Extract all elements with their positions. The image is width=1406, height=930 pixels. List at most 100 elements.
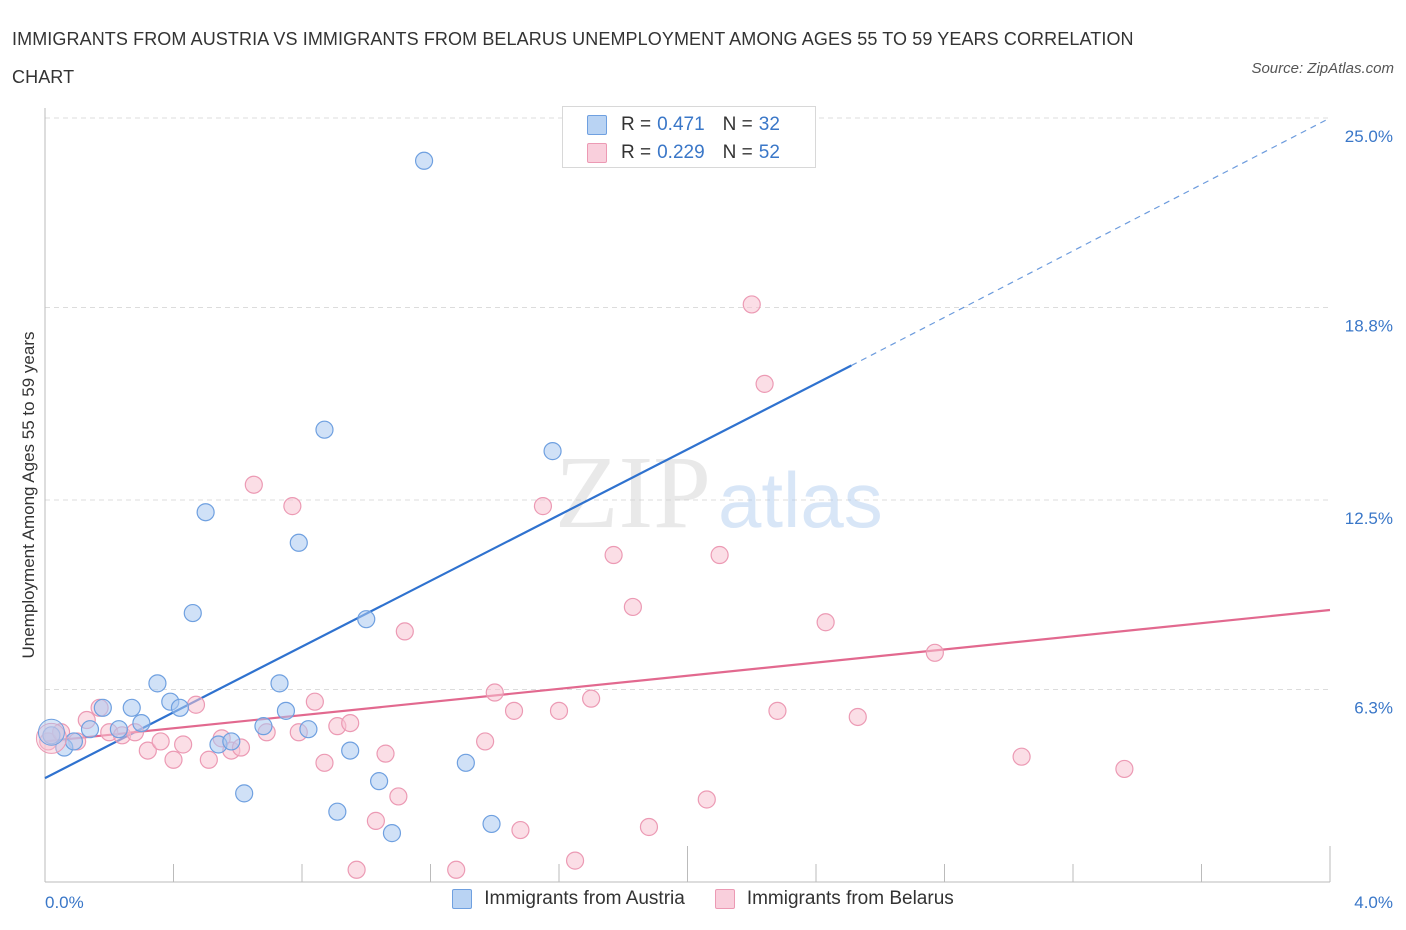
- belarus-point: [164, 750, 183, 769]
- austria-point: [42, 726, 61, 745]
- belarus-point: [476, 732, 495, 751]
- belarus-point: [816, 613, 835, 632]
- austria-point: [382, 824, 402, 843]
- axes: [44, 108, 1331, 883]
- belarus-point: [283, 497, 302, 516]
- belarus-point: [697, 790, 716, 809]
- austria-point: [170, 698, 190, 717]
- austria-point: [109, 720, 128, 739]
- belarus-point: [604, 545, 623, 565]
- belarus-point: [1115, 759, 1134, 779]
- belarus-point: [366, 811, 385, 830]
- belarus-point: [565, 851, 585, 870]
- y-tick-label: 12.5%: [1345, 509, 1393, 528]
- austria-r-label: R =: [621, 114, 652, 135]
- austria-legend-swatch: [452, 889, 473, 909]
- austria-point: [37, 718, 65, 746]
- belarus-point: [151, 732, 170, 751]
- belarus-point: [35, 722, 67, 754]
- watermark-zip: ZIP: [555, 435, 711, 550]
- austria-point: [482, 814, 501, 834]
- belarus-point: [315, 753, 334, 772]
- belarus-legend-label: Immigrants from Belarus: [746, 888, 954, 909]
- austria-point: [254, 717, 273, 736]
- austria-r-value: 0.471: [657, 114, 705, 135]
- belarus-point: [755, 374, 774, 393]
- belarus-point: [582, 689, 601, 708]
- series-legend: Immigrants from Austria Immigrants from …: [0, 888, 1406, 910]
- belarus-point: [389, 787, 408, 806]
- watermark-atlas: atlas: [718, 456, 883, 544]
- legend-item-belarus: Immigrants from Belarus: [714, 888, 954, 910]
- austria-n-value: 32: [758, 114, 780, 135]
- austria-point: [80, 720, 100, 739]
- belarus-point: [710, 545, 729, 565]
- stats-legend: R = 0.471 N = 32 R = 0.229 N = 52: [562, 106, 816, 168]
- x-tick-label: 0.0%: [45, 893, 84, 912]
- x-tick-label: 4.0%: [1354, 893, 1393, 912]
- austria-point: [341, 741, 360, 760]
- grid-lines: [45, 117, 1330, 690]
- belarus-point: [533, 497, 553, 516]
- y-tick-label: 18.8%: [1345, 316, 1393, 335]
- austria-point: [357, 610, 376, 629]
- belarus-swatch: [587, 143, 607, 163]
- legend-item-austria: Immigrants from Austria: [452, 888, 685, 910]
- y-axis-title: Unemployment Among Ages 55 to 59 years: [19, 332, 38, 659]
- austria-point: [132, 713, 151, 733]
- legend-row-austria: R = 0.471 N = 32: [587, 113, 780, 137]
- austria-point: [183, 603, 202, 623]
- y-tick-label: 25.0%: [1345, 127, 1393, 146]
- austria-n-label: N =: [722, 114, 753, 135]
- austria-point: [222, 732, 241, 751]
- austria-point: [289, 533, 308, 552]
- austria-point: [148, 674, 167, 693]
- austria-point: [414, 151, 434, 170]
- austria-point: [543, 442, 562, 461]
- austria-point: [370, 772, 389, 791]
- austria-point: [122, 698, 141, 717]
- austria-point: [315, 420, 334, 439]
- belarus-n-label: N =: [722, 142, 753, 163]
- belarus-point: [347, 860, 366, 879]
- belarus-point: [395, 622, 414, 641]
- belarus-point: [485, 683, 504, 702]
- belarus-point: [341, 713, 360, 733]
- austria-point: [196, 503, 215, 522]
- y-tick-label: 6.3%: [1354, 698, 1393, 717]
- austria-point: [299, 720, 318, 739]
- belarus-point: [447, 860, 466, 879]
- belarus-point: [174, 735, 193, 754]
- belarus-point: [244, 475, 263, 494]
- legend-row-belarus: R = 0.229 N = 52: [587, 141, 780, 165]
- belarus-point: [504, 701, 524, 720]
- tick-labels: 6.3% 12.5% 18.8% 25.0% 0.0% 4.0%: [45, 127, 1393, 912]
- belarus-r-label: R =: [621, 142, 652, 163]
- austria-point: [93, 698, 112, 717]
- belarus-point: [186, 695, 206, 714]
- austria-trend-line: [44, 364, 852, 780]
- belarus-point: [639, 817, 659, 837]
- belarus-point: [848, 707, 867, 727]
- belarus-point: [1012, 747, 1031, 766]
- belarus-point: [305, 692, 324, 711]
- belarus-point: [376, 744, 395, 763]
- belarus-point: [768, 701, 787, 720]
- watermark: ZIP atlas: [555, 435, 883, 550]
- austria-swatch: [587, 115, 607, 135]
- austria-point: [235, 784, 254, 803]
- belarus-point: [511, 820, 530, 840]
- austria-point: [456, 753, 475, 772]
- belarus-trend-line: [44, 608, 1331, 743]
- belarus-n-value: 52: [758, 142, 780, 163]
- austria-point: [270, 674, 289, 693]
- belarus-point: [138, 741, 157, 760]
- belarus-point: [742, 295, 761, 314]
- chart-title: IMMIGRANTS FROM AUSTRIA VS IMMIGRANTS FR…: [12, 29, 1134, 87]
- austria-point: [328, 802, 347, 821]
- belarus-r-value: 0.229: [657, 142, 705, 163]
- austria-legend-label: Immigrants from Austria: [484, 888, 685, 909]
- belarus-legend-swatch: [714, 889, 735, 909]
- austria-point: [64, 732, 84, 751]
